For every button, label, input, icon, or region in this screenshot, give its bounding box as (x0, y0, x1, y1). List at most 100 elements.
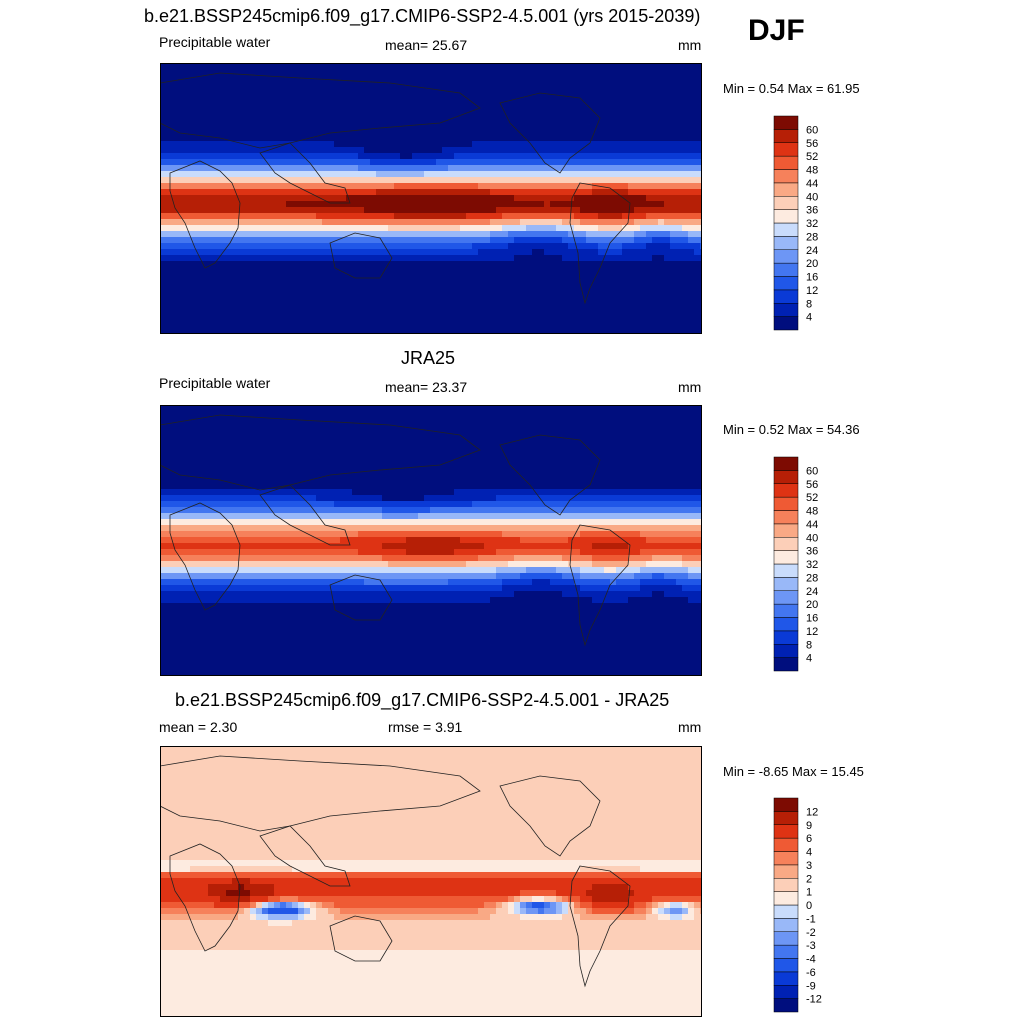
colorbar-tick-label: 20 (806, 258, 818, 270)
minmax-model: Min = 0.54 Max = 61.95 (723, 81, 860, 96)
colorbar-tick-label: 28 (806, 231, 818, 243)
map-frame (160, 746, 702, 1017)
colorbar-swatch (773, 142, 799, 157)
coastline-africa (169, 160, 241, 269)
coastline-northAmerica (499, 775, 601, 857)
colorbar-tick-label: 12 (806, 806, 818, 818)
panel-title-obs: JRA25 (401, 348, 456, 368)
panel-mean-obs: mean= 23.37 (385, 379, 468, 395)
colorbar-swatch (773, 971, 799, 986)
coastline-africa (169, 502, 241, 611)
colorbar-tick-label: 12 (806, 285, 818, 297)
panel-mean-model: mean= 25.67 (385, 37, 468, 53)
panel-units-model: mm (678, 37, 702, 53)
colorbar-tick-label: 6 (806, 833, 812, 845)
colorbar-swatch (773, 169, 799, 184)
colorbar-swatch (773, 496, 799, 511)
colorbar-swatch (773, 657, 799, 672)
colorbar-swatch (773, 811, 799, 825)
colorbar-swatch (773, 550, 799, 565)
colorbar-swatch (773, 797, 799, 812)
colorbar-swatch (773, 276, 799, 291)
colorbar-swatch (773, 222, 799, 237)
coastline-australia (329, 232, 393, 279)
coastline-eurasia (160, 72, 481, 149)
colorbar-tick-label: 28 (806, 572, 818, 584)
colorbar-swatch (773, 577, 799, 591)
colorbar-swatch (773, 603, 799, 618)
colorbar-tick-label: 32 (806, 218, 818, 230)
coastlines (160, 414, 631, 647)
colorbar-tick-label: -2 (806, 927, 816, 939)
colorbar-tick-label: 56 (806, 479, 818, 491)
coastline-northAmerica (499, 434, 601, 516)
colorbar-tick-label: 48 (806, 506, 818, 518)
colorbar-swatch (773, 510, 799, 525)
map-obs (160, 405, 702, 676)
colorbar-tick-label: 8 (806, 639, 812, 651)
colorbar-tick-label: -6 (806, 967, 816, 979)
colorbar-tick-label: 20 (806, 599, 818, 611)
colorbar-tick-label: 52 (806, 492, 818, 504)
coastline-southAmerica (569, 182, 631, 305)
colorbar-swatch (773, 129, 799, 143)
colorbar-tick-label: 3 (806, 860, 812, 872)
colorbar-tick-label: 44 (806, 178, 818, 190)
colorbar-tick-label: 4 (806, 312, 812, 324)
colorbar-swatch (773, 483, 799, 498)
colorbar-tick-label: 16 (806, 272, 818, 284)
colorbar-tick-label: 1 (806, 887, 812, 899)
colorbar-swatch (773, 470, 799, 484)
colorbar-tick-label: 32 (806, 559, 818, 571)
colorbar-tick-label: 60 (806, 124, 818, 136)
coastline-northAmerica (499, 92, 601, 174)
colorbar-tick-label: 36 (806, 205, 818, 217)
coastline-eurasia (160, 755, 481, 832)
colorbar-swatch (773, 891, 799, 906)
colorbar-tick-label: 16 (806, 613, 818, 625)
colorbar-tick-label: -4 (806, 954, 816, 966)
panel-left-label-obs: Precipitable water (159, 375, 271, 391)
colorbar-swatch (773, 958, 799, 973)
field-layer (160, 63, 702, 334)
minmax-diff: Min = -8.65 Max = 15.45 (723, 764, 864, 779)
map-model (160, 63, 702, 334)
colorbar-swatch (773, 985, 799, 999)
colorbar-tick-label: 48 (806, 165, 818, 177)
colorbar-swatch (773, 904, 799, 919)
colorbar-swatch (773, 563, 799, 578)
colorbar-swatch (773, 196, 799, 210)
colorbar-swatch (773, 851, 799, 866)
colorbar-tick-label: 8 (806, 298, 812, 310)
coastlines (160, 72, 631, 305)
panel-rmse-diff: rmse = 3.91 (388, 719, 463, 735)
colorbar-swatch (773, 931, 799, 946)
panel-left-label-model: Precipitable water (159, 34, 271, 50)
colorbar-tick-label: 4 (806, 847, 812, 859)
colorbar-tick-label: 56 (806, 138, 818, 150)
colorbar-tick-label: 52 (806, 151, 818, 163)
colorbar-tick-label: 24 (806, 245, 818, 257)
field-layer (160, 746, 702, 1017)
colorbar-swatch (773, 303, 799, 317)
colorbar-swatch (773, 537, 799, 551)
coastlines (160, 755, 631, 988)
colorbar-tick-label: 40 (806, 532, 818, 544)
colorbar-swatch (773, 998, 799, 1013)
colorbar-tick-label: 12 (806, 626, 818, 638)
coastline-eurasia (160, 414, 481, 491)
colorbar-tick-label: -1 (806, 913, 816, 925)
colorbar-swatch (773, 182, 799, 197)
colorbar-swatch (773, 878, 799, 892)
map-diff (160, 746, 702, 1017)
colorbar-swatch (773, 155, 799, 170)
coastline-indiaSEAsia (259, 825, 351, 887)
field-layer (160, 405, 702, 676)
colorbar-swatch (773, 289, 799, 304)
colorbar-swatch (773, 644, 799, 658)
coastline-indiaSEAsia (259, 484, 351, 546)
panel-units-obs: mm (678, 379, 702, 395)
